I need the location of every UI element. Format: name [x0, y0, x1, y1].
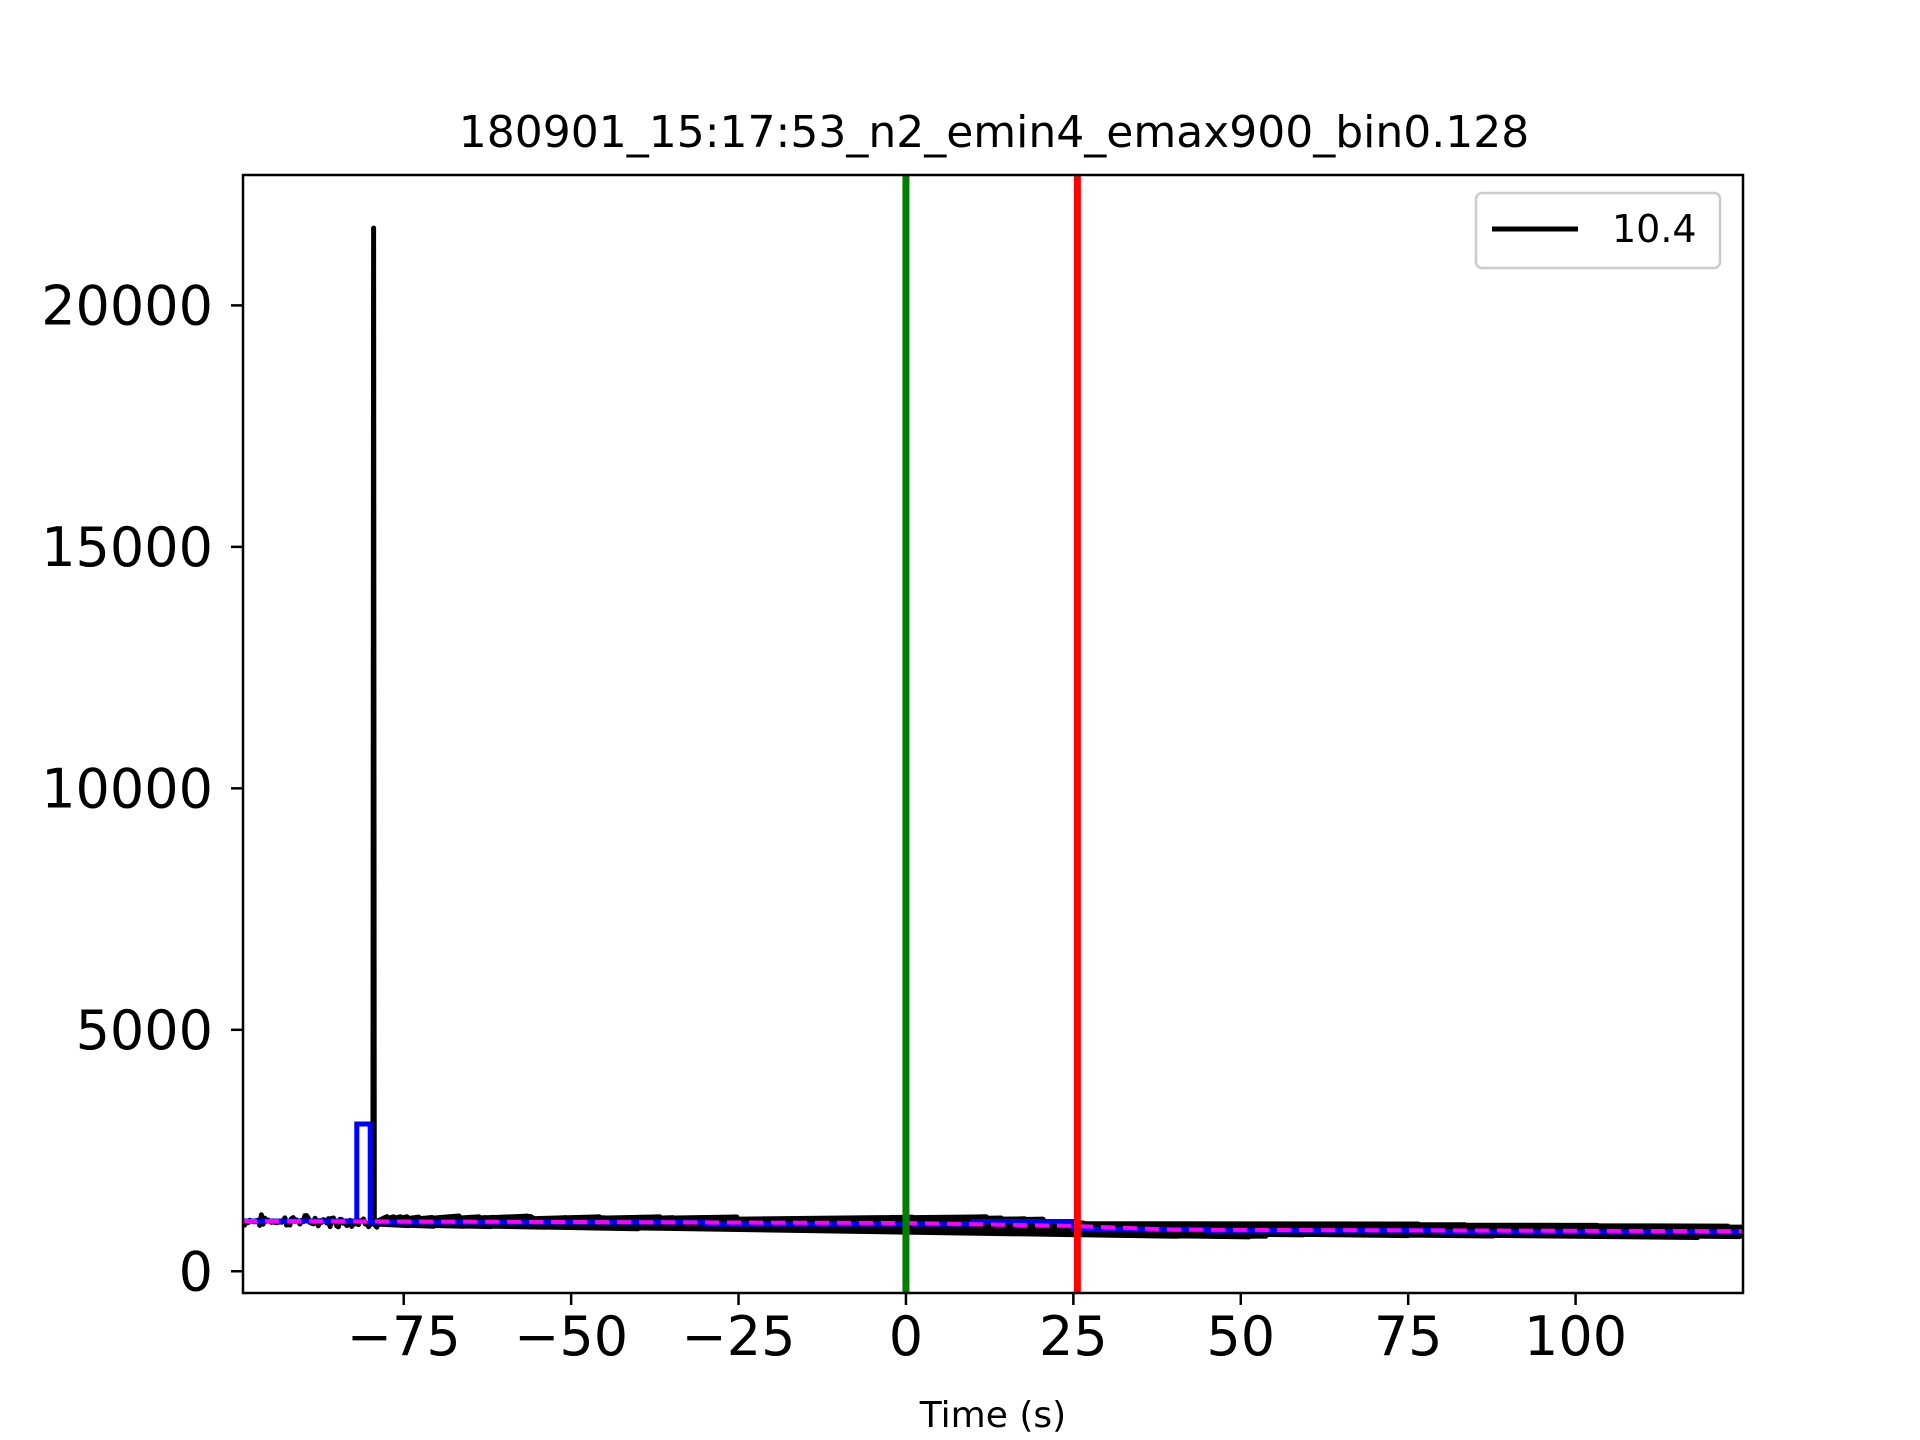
series-line-background — [243, 1219, 1743, 1234]
plot-frame — [241, 173, 1745, 1295]
x-axis-label: Time (s) — [919, 1395, 1066, 1436]
y-tick-label: 10000 — [41, 757, 213, 820]
legend: 10.4 — [1474, 191, 1722, 270]
x-tick-label: −25 — [682, 1305, 796, 1368]
x-tick-label: 25 — [1039, 1305, 1108, 1368]
x-tick-label: −50 — [514, 1305, 628, 1368]
y-tick-label: 15000 — [41, 516, 213, 579]
x-tick-label: −75 — [347, 1305, 461, 1368]
legend-frame — [1474, 191, 1722, 270]
y-tick-label: 5000 — [76, 999, 213, 1062]
chart-title: 180901_15:17:53_n2_emin4_emax900_bin0.12… — [459, 107, 1529, 158]
x-tick-label: 100 — [1524, 1305, 1627, 1368]
x-tick-label: 0 — [889, 1305, 923, 1368]
x-tick-label: 50 — [1206, 1305, 1275, 1368]
legend-label-10.4: 10.4 — [1612, 207, 1697, 251]
plot-area — [243, 175, 1743, 1293]
axis-ticks: −75 −50 −25 0 25 50 75 100 0 5000 10000 15000 20000 — [41, 274, 1627, 1368]
y-tick-label: 20000 — [41, 274, 213, 337]
x-tick-label: 75 — [1374, 1305, 1443, 1368]
y-tick-label: 0 — [179, 1240, 213, 1303]
